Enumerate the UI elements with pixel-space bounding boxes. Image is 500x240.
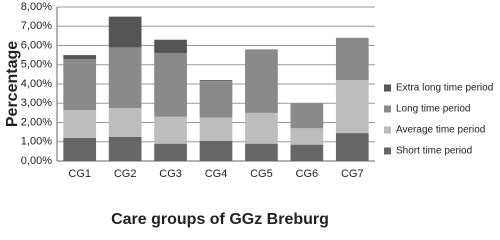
bar-segment (290, 144, 324, 161)
bar-segment (199, 117, 233, 141)
bar-segment (154, 116, 187, 144)
legend-label: Extra long time period (396, 83, 493, 94)
bar-segment (335, 133, 369, 161)
bar-segment (63, 109, 97, 138)
bar-segment (245, 112, 278, 144)
y-tick-label: 5,00% (21, 59, 52, 71)
legend-swatch (384, 126, 391, 134)
bar-segment (245, 49, 278, 113)
bar-segment (63, 137, 97, 161)
x-tick-label: CG4 (205, 168, 228, 180)
bar-segment (199, 140, 233, 161)
chart: Percentage Care groups of GGz Breburg 0,… (4, 1, 493, 228)
x-axis-title: Care groups of GGz Breburg (111, 211, 329, 228)
bar-segment (154, 143, 187, 161)
y-tick-label: 7,00% (21, 20, 52, 32)
bar-segment (335, 80, 369, 134)
x-tick-label: CG3 (159, 168, 182, 180)
legend-swatch (384, 105, 391, 113)
bar-segment (63, 55, 97, 59)
y-tick-label: 3,00% (21, 97, 52, 109)
y-axis-title: Percentage (4, 41, 21, 127)
y-tick-label: 4,00% (21, 78, 52, 90)
legend-label: Short time period (396, 146, 472, 157)
bar-segment (108, 136, 142, 161)
bar-segment (108, 47, 142, 109)
bar-segment (245, 143, 278, 161)
bar-segment (108, 108, 142, 137)
legend-label: Average time period (396, 125, 485, 136)
bar-segment (199, 80, 233, 82)
y-tick-label: 1,00% (21, 136, 52, 148)
legend-swatch (384, 147, 391, 155)
bar-segment (63, 58, 97, 110)
y-tick-label: 6,00% (21, 39, 52, 51)
bar-segment (199, 81, 233, 118)
legend-label: Long time period (396, 104, 471, 115)
x-tick-label: CG2 (114, 168, 137, 180)
bar-segment (290, 103, 324, 129)
y-tick-label: 0,00% (21, 155, 52, 167)
legend-swatch (384, 84, 391, 92)
bar-segment (335, 37, 369, 81)
y-tick-label: 2,00% (21, 116, 52, 128)
x-tick-label: CG7 (341, 168, 364, 180)
x-tick-label: CG6 (296, 168, 319, 180)
bar-segment (154, 39, 187, 54)
bar-segment (290, 128, 324, 145)
bar-segment (108, 16, 142, 48)
bar-segment (154, 53, 187, 117)
y-tick-label: 8,00% (21, 1, 52, 13)
x-tick-label: CG1 (68, 168, 91, 180)
x-tick-label: CG5 (250, 168, 273, 180)
